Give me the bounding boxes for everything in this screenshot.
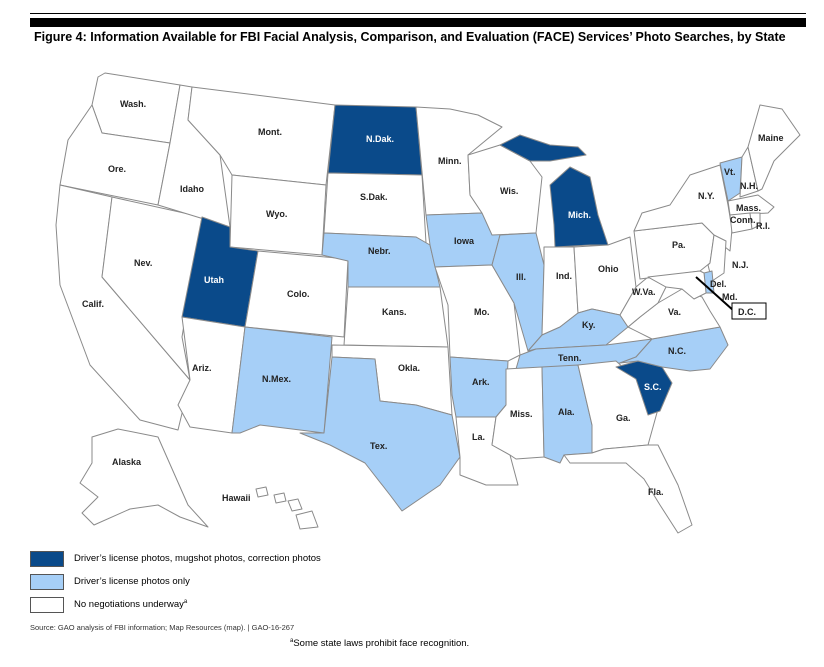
state-hi-4 [295,510,319,530]
label-nc: N.C. [668,346,686,356]
legend-item-none: No negotiations underwaya [30,594,321,615]
label-dc: D.C. [738,307,756,317]
legend-label-license: Driver’s license photos only [74,576,190,588]
source-line: Source: GAO analysis of FBI information;… [30,623,295,632]
label-ak: Alaska [112,457,142,467]
legend-item-license: Driver’s license photos only [30,571,321,592]
label-ok: Okla. [398,363,420,373]
footnote-text: Some state laws prohibit face recognitio… [293,638,470,650]
label-va: Va. [668,307,681,317]
label-vt: Vt. [724,167,736,177]
label-md: Md. [722,292,738,302]
label-sc: S.C. [644,382,662,392]
label-nv: Nev. [134,258,152,268]
state-pa [633,222,715,280]
top-rule-thin [30,13,806,14]
label-or: Ore. [108,164,126,174]
label-al: Ala. [558,407,575,417]
state-nm [231,326,333,434]
label-id: Idaho [180,184,205,194]
label-nm: N.Mex. [262,374,291,384]
state-mi [549,166,609,248]
state-md [647,270,707,300]
label-mo: Mo. [474,307,490,317]
label-ca: Calif. [82,299,104,309]
label-de: Del. [710,279,727,289]
dc-callout-box [731,302,767,320]
label-wv: W.Va. [632,287,656,297]
legend-label-full: Driver’s license photos, mugshot photos,… [74,553,321,565]
label-ky: Ky. [582,320,595,330]
state-nc [619,326,729,372]
label-ny: N.Y. [698,191,715,201]
footnote-marker: a [290,638,294,644]
label-tx: Tex. [370,441,387,451]
label-ne: Nebr. [368,246,391,256]
state-ma [727,194,775,216]
legend-swatch-none [30,596,64,613]
state-ak [79,428,209,528]
state-hi-1 [255,486,269,498]
top-rule-thick [30,18,806,27]
label-tn: Tenn. [558,353,581,363]
label-il: Ill. [516,272,526,282]
legend: Driver’s license photos, mugshot photos,… [30,548,321,617]
label-ms: Miss. [510,409,533,419]
state-me [747,104,801,192]
legend-swatch-license [30,573,64,590]
state-hi-3 [287,498,303,512]
label-mn: Minn. [438,156,462,166]
label-wy: Wyo. [266,209,287,219]
label-ut: Utah [204,275,224,285]
label-ri: R.I. [756,221,770,231]
label-ia: Iowa [454,236,475,246]
state-wv [619,276,667,328]
label-mt: Mont. [258,127,282,137]
label-fl: Fla. [648,487,664,497]
label-co: Colo. [287,289,310,299]
state-ri [749,212,761,230]
label-nd: N.Dak. [366,134,394,144]
legend-swatch-full [30,550,64,567]
label-oh: Ohio [598,264,619,274]
label-ks: Kans. [382,307,407,317]
label-ga: Ga. [616,413,631,423]
label-ma: Mass. [736,203,761,213]
label-hi: Hawaii [222,493,251,503]
label-in: Ind. [556,271,572,281]
dc-callout-line [695,276,735,312]
label-nj: N.J. [732,260,749,270]
footnote: aSome state laws prohibit face recogniti… [290,638,469,649]
label-sd: S.Dak. [360,192,388,202]
label-ct: Conn. [730,215,756,225]
label-wi: Wis. [500,186,518,196]
state-fl [563,444,693,534]
state-hi-2 [273,492,287,504]
label-ar: Ark. [472,377,490,387]
legend-item-full: Driver’s license photos, mugshot photos,… [30,548,321,569]
state-sd [323,172,427,244]
label-me: Maine [758,133,784,143]
figure-title: Figure 4: Information Available for FBI … [34,30,786,44]
state-ks [343,286,449,348]
state-ar [449,356,509,418]
legend-label-none: No negotiations underwaya [74,598,188,611]
label-pa: Pa. [672,240,686,250]
state-co [244,250,349,338]
label-wa: Wash. [120,99,146,109]
label-nh: N.H. [740,181,758,191]
us-map: Wash. Ore. Calif. Nev. Idaho Mont. Wyo. … [55,72,801,534]
state-mi-up [499,134,587,162]
state-tx [299,356,461,512]
label-la: La. [472,432,485,442]
label-mi: Mich. [568,210,591,220]
label-az: Ariz. [192,363,212,373]
